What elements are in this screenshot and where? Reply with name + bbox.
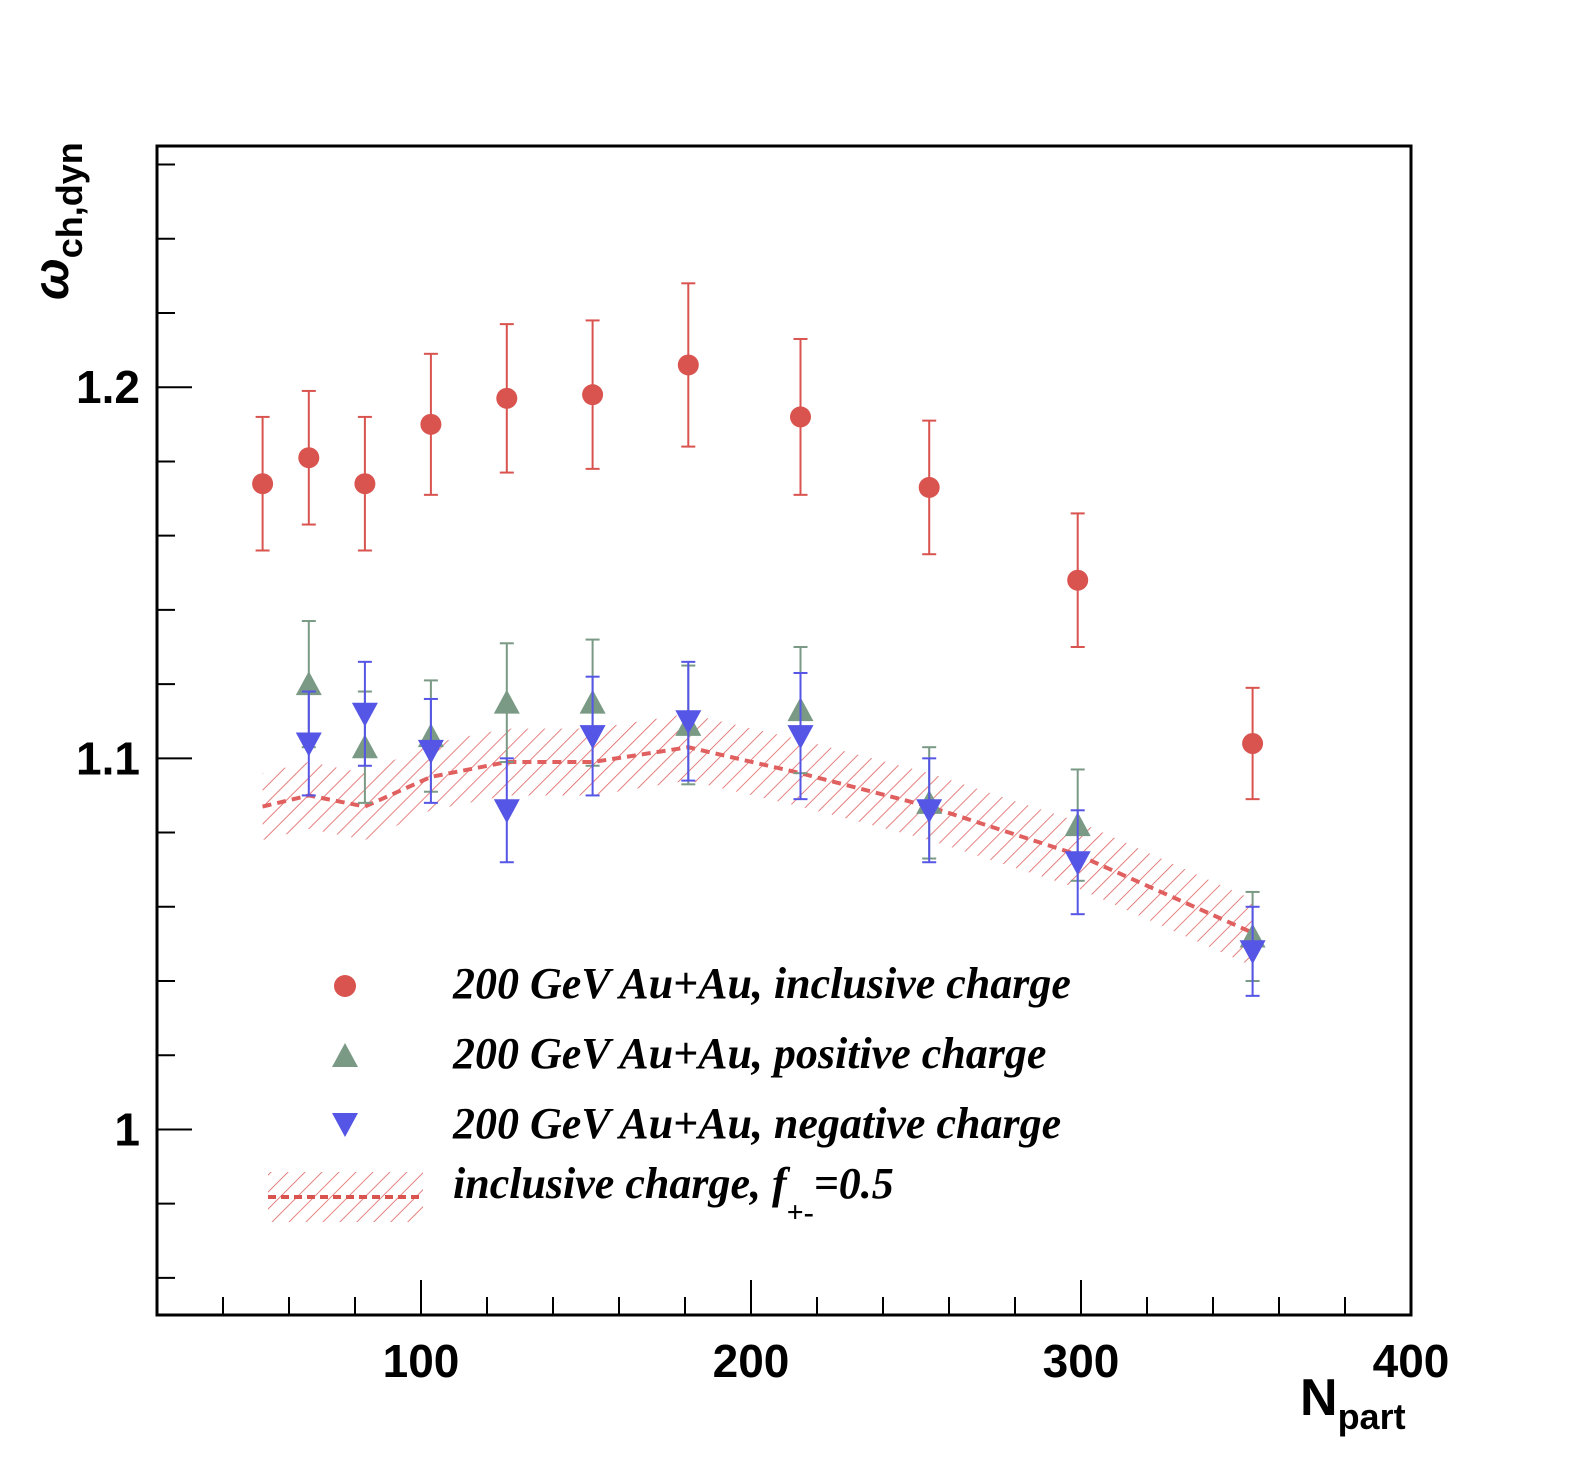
x-axis-title-sub: part [1338, 1396, 1406, 1437]
x-tick-label: 200 [713, 1335, 790, 1387]
negative-point [417, 739, 444, 764]
legend-label-band-main: inclusive charge, f [453, 1159, 791, 1208]
negative-point [1239, 940, 1266, 965]
negative-point [787, 725, 814, 750]
legend-label-inclusive: 200 GeV Au+Au, inclusive charge [452, 959, 1071, 1008]
y-tick-labels: 1 1.1 1.2 [76, 361, 140, 1155]
y-axis-title-sub: ch,dyn [49, 142, 90, 258]
x-tick-labels: 100 200 300 400 [383, 1335, 1450, 1387]
inclusive-point [582, 384, 604, 406]
legend-marker-positive [332, 1043, 358, 1067]
x-axis-title-main: N [1300, 1369, 1338, 1427]
inclusive-point [1067, 569, 1089, 591]
legend-marker-inclusive [334, 975, 356, 997]
y-axis-title: ωch,dyn [23, 142, 90, 300]
x-tick-label: 400 [1373, 1335, 1450, 1387]
y-axis-title-main: ω [23, 258, 79, 300]
negative-point [675, 710, 702, 735]
inclusive-point [1242, 732, 1264, 754]
negative-point [916, 799, 943, 824]
negative-point [579, 725, 606, 750]
positive-point [295, 671, 322, 696]
x-axis-title: Npart [1300, 1369, 1406, 1437]
legend-label-band-sub: +- [787, 1196, 814, 1229]
inclusive-point [354, 473, 376, 495]
band-line [262, 745, 1254, 935]
axis-ticks [157, 163, 1346, 1315]
inclusive-point [918, 476, 940, 498]
inclusive-point [252, 473, 274, 495]
model-band [262, 713, 1254, 967]
inclusive-point [677, 354, 699, 376]
negative-point [493, 799, 520, 824]
negative-point [351, 702, 378, 727]
legend-label-positive: 200 GeV Au+Au, positive charge [452, 1029, 1046, 1078]
y-tick-label: 1.1 [76, 732, 140, 784]
inclusive-point [790, 406, 811, 428]
negative-point [295, 732, 322, 757]
y-tick-label: 1.2 [76, 361, 140, 413]
legend-marker-negative [332, 1113, 358, 1137]
legend-marker-band [268, 1172, 423, 1222]
x-tick-label: 300 [1043, 1335, 1120, 1387]
negative-point [1064, 851, 1091, 876]
data-points [252, 282, 1266, 997]
positive-point [493, 689, 520, 714]
y-tick-label: 1 [114, 1103, 140, 1155]
plot-frame [155, 144, 1413, 1317]
inclusive-point [298, 447, 320, 469]
x-tick-label: 100 [383, 1335, 460, 1387]
inclusive-point [420, 413, 442, 435]
legend: 200 GeV Au+Au, inclusive charge 200 GeV … [268, 959, 1071, 1229]
legend-label-negative: 200 GeV Au+Au, negative charge [452, 1099, 1061, 1148]
legend-label-band: inclusive charge, f+-=0.5 [453, 1159, 894, 1229]
legend-label-band-suffix: =0.5 [814, 1159, 894, 1208]
inclusive-point [496, 387, 518, 409]
band-area [262, 713, 1253, 967]
